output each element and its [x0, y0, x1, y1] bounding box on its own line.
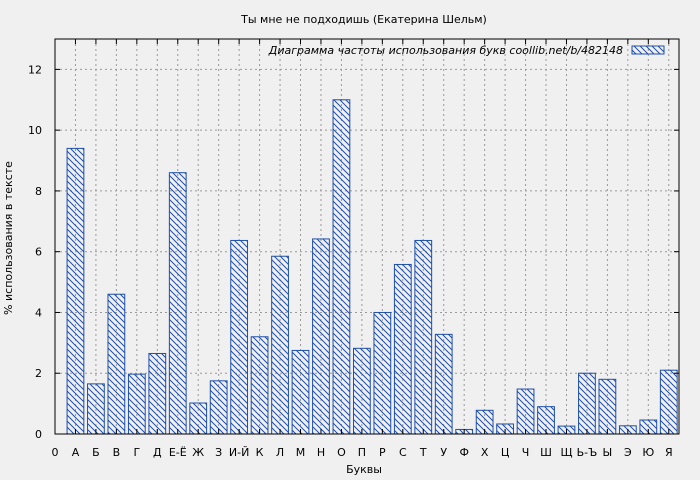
- x-tick-label: В: [113, 446, 121, 459]
- bar-Н: [312, 238, 330, 435]
- legend: Диаграмма частоты использования букв coo…: [268, 44, 665, 57]
- x-axis-label: Буквы: [346, 463, 382, 476]
- grid: [55, 39, 679, 434]
- bar-Р: [373, 311, 392, 435]
- bar-Я: [659, 369, 678, 435]
- bar-Е-Ё: [168, 172, 187, 435]
- x-tick-label: Х: [481, 446, 489, 459]
- x-tick-label: Е-Ё: [169, 446, 187, 459]
- x-tick-label: У: [440, 446, 447, 459]
- y-tick-label: 12: [28, 63, 42, 76]
- x-tick-label: Я: [665, 446, 673, 459]
- x-tick-label: М: [296, 446, 306, 459]
- x-tick-label: Ф: [459, 446, 468, 459]
- x-tick-label: Г: [133, 446, 140, 459]
- bar-К: [250, 336, 269, 435]
- bar-Ч: [516, 388, 535, 435]
- legend-swatch: [631, 45, 665, 55]
- x-tick-label: Ы: [603, 446, 613, 459]
- x-tick-label: Т: [419, 446, 427, 459]
- y-tick-label: 10: [28, 124, 42, 137]
- x-tick-label: З: [215, 446, 222, 459]
- x-tick-label: Э: [624, 446, 632, 459]
- y-axis-label: % использования в тексте: [2, 161, 15, 315]
- bar-С: [393, 263, 412, 435]
- bar-Б: [87, 383, 105, 435]
- x-tick-label: Ц: [501, 446, 510, 459]
- y-tick-label: 6: [35, 246, 42, 259]
- bars: [66, 99, 678, 435]
- x-tick-label: Ь-Ъ: [577, 446, 598, 459]
- bar-Ь-Ъ: [578, 372, 596, 435]
- bar-З: [209, 380, 228, 435]
- x-tick-label: Ю: [642, 446, 654, 459]
- bar-Д: [148, 352, 167, 435]
- y-tick-label: 4: [35, 306, 42, 319]
- bar-У: [434, 333, 453, 435]
- bar-В: [107, 293, 126, 435]
- x-tick-label: П: [358, 446, 366, 459]
- x-tick-label: О: [337, 446, 346, 459]
- y-tick-label: 2: [35, 367, 42, 380]
- y-axis-ticks: 0 2 4 6 8 10 12: [28, 63, 679, 441]
- bar-О: [332, 99, 351, 435]
- x-tick-label: Н: [317, 446, 325, 459]
- bar-Ы: [598, 378, 617, 435]
- y-tick-label: 0: [35, 428, 42, 441]
- x-axis-ticks: 0 А Б В Г Д Е-Ё Ж З И-Й К Л М Н О П Р С Т У Ф Х Ц Ч Ш Щ Ь-Ъ Ы Э Ю Я: [52, 39, 673, 459]
- x-tick-label: Л: [276, 446, 284, 459]
- x-tick-label-origin: 0: [52, 446, 59, 459]
- x-tick-label: И-Й: [229, 446, 249, 459]
- bar-И-Й: [230, 239, 249, 435]
- x-tick-label: Р: [379, 446, 386, 459]
- x-tick-label: Ш: [540, 446, 552, 459]
- bar-Т: [414, 239, 433, 435]
- bar-А: [66, 147, 85, 435]
- x-tick-label: А: [72, 446, 80, 459]
- bar-Г: [127, 373, 146, 435]
- legend-label: Диаграмма частоты использования букв coo…: [268, 44, 623, 57]
- y-tick-label: 8: [35, 185, 42, 198]
- x-tick-label: Щ: [560, 446, 572, 459]
- bar-М: [291, 349, 310, 435]
- x-tick-label: С: [399, 446, 407, 459]
- x-tick-label: Д: [153, 446, 162, 459]
- plot-frame: [54, 38, 680, 435]
- x-tick-label: Ж: [192, 446, 204, 459]
- bar-Л: [271, 255, 289, 435]
- chart-title: Ты мне не подходишь (Екатерина Шельм): [240, 13, 487, 26]
- x-tick-label: К: [256, 446, 264, 459]
- x-tick-label: Ч: [522, 446, 530, 459]
- bar-П: [352, 347, 371, 435]
- x-tick-label: Б: [92, 446, 100, 459]
